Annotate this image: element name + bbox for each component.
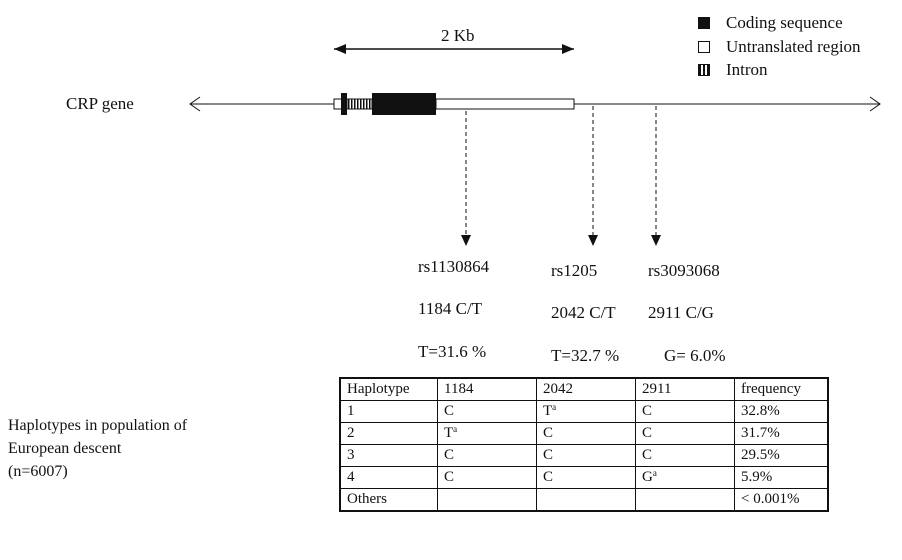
cell-2042: C (536, 422, 636, 445)
header-haplotype: Haplotype (339, 377, 438, 401)
snp-freq-1: T=31.6 % (418, 342, 487, 361)
header-frequency: frequency (734, 377, 829, 401)
table-row: 1 C Ta C 32.8% (339, 400, 829, 423)
cell-2042-value: T (543, 403, 553, 419)
cell-haplotype: 1 (339, 400, 438, 423)
cell-2911-value: G (642, 469, 653, 485)
cell-haplotype: 3 (339, 444, 438, 467)
population-line-1: Haplotypes in population of (8, 417, 188, 434)
legend-label-coding: Coding sequence (726, 13, 843, 32)
cell-haplotype: 2 (339, 422, 438, 445)
cell-2911 (635, 488, 735, 512)
cell-2042: C (536, 466, 636, 489)
cell-2042: C (536, 444, 636, 467)
table-row: 3 C C C 29.5% (339, 444, 829, 467)
gene-diagram (189, 44, 881, 246)
scale-label: 2 Kb (441, 26, 475, 45)
table-row: Others < 0.001% (339, 488, 829, 512)
cell-frequency: < 0.001% (734, 488, 829, 512)
intron-block (346, 98, 373, 110)
gene-label: CRP gene (66, 94, 134, 113)
cell-2911: C (635, 444, 735, 467)
superscript-marker: a (652, 468, 657, 478)
snp-freq-3: G= 6.0% (664, 346, 726, 365)
cell-2911: Ga (635, 466, 735, 489)
striped-square-icon (698, 64, 710, 76)
cell-frequency: 5.9% (734, 466, 829, 489)
coding-exon-1 (341, 93, 347, 115)
population-line-2: European descent (8, 440, 122, 457)
snp-freq-2: T=32.7 % (551, 346, 620, 365)
cell-1184: C (437, 466, 537, 489)
superscript-marker: a (552, 402, 557, 412)
cell-2911: C (635, 400, 735, 423)
snp-pointer-1 (461, 111, 471, 246)
cell-1184: C (437, 444, 537, 467)
table-row: 4 C C Ga 5.9% (339, 466, 829, 489)
cell-frequency: 32.8% (734, 400, 829, 423)
gene-structure (333, 93, 575, 115)
legend-label-intron: Intron (726, 60, 768, 79)
snp-id-2: rs1205 (551, 261, 598, 280)
table-row: 2 Ta C C 31.7% (339, 422, 829, 445)
cell-2042 (536, 488, 636, 512)
utr-3prime (435, 98, 575, 110)
cell-haplotype: Others (339, 488, 438, 512)
cell-haplotype: 4 (339, 466, 438, 489)
cell-1184: C (437, 400, 537, 423)
header-2911: 2911 (635, 377, 735, 401)
empty-square-icon (698, 41, 710, 53)
snp-position-1: 1184 C/T (418, 299, 483, 318)
cell-2042: Ta (536, 400, 636, 423)
cell-1184-value: T (444, 425, 454, 441)
header-1184: 1184 (437, 377, 537, 401)
cell-frequency: 31.7% (734, 422, 829, 445)
snp-position-3: 2911 C/G (648, 303, 714, 322)
utr-5prime (333, 98, 343, 110)
population-line-3: (n=6007) (8, 463, 68, 480)
legend-label-utr: Untranslated region (726, 37, 861, 56)
coding-exon-2 (372, 93, 436, 115)
cell-1184 (437, 488, 537, 512)
superscript-marker: a (453, 424, 458, 434)
header-2042: 2042 (536, 377, 636, 401)
cell-1184: Ta (437, 422, 537, 445)
snp-id-3: rs3093068 (648, 261, 720, 280)
cell-frequency: 29.5% (734, 444, 829, 467)
snp-pointer-3 (651, 106, 661, 246)
scale-bar (334, 44, 574, 54)
snp-position-2: 2042 C/T (551, 303, 616, 322)
table-header-row: Haplotype 1184 2042 2911 frequency (339, 377, 829, 401)
snp-id-1: rs1130864 (418, 257, 490, 276)
filled-square-icon (698, 17, 710, 29)
cell-2911: C (635, 422, 735, 445)
snp-pointer-2 (588, 106, 598, 246)
haplotype-table: Haplotype 1184 2042 2911 frequency 1 C T… (339, 377, 829, 512)
